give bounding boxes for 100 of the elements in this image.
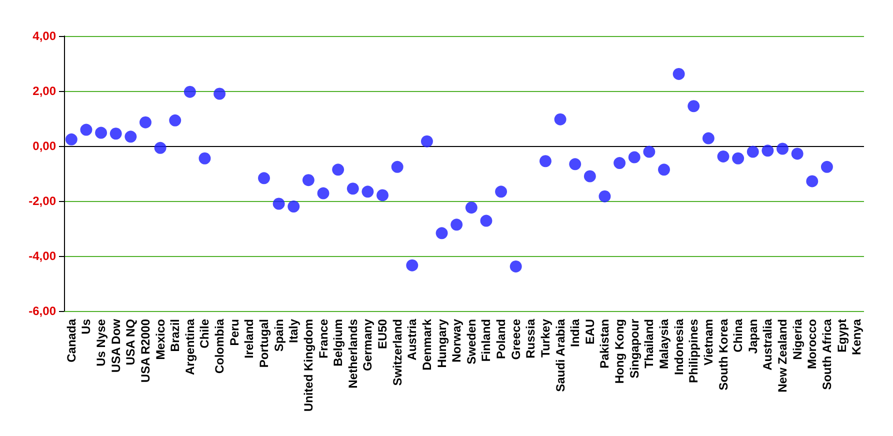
x-tick-label: Italy — [286, 318, 301, 344]
point — [332, 164, 344, 176]
x-tick-label: Malaysia — [657, 318, 671, 370]
x-tick-label: Saudi Arabia — [553, 318, 568, 392]
x-tick-label: EAU — [582, 319, 597, 344]
x-tick-label: Greece — [508, 318, 523, 360]
point — [376, 189, 389, 202]
point — [198, 152, 211, 164]
x-tick-label: USA Dow — [108, 318, 123, 373]
point — [643, 146, 656, 158]
y-tick-label: 2,00 — [32, 84, 56, 98]
point — [658, 164, 670, 176]
point — [614, 157, 626, 170]
x-tick-label: Switzerland — [390, 319, 404, 386]
x-tick-label: Sweden — [464, 319, 478, 364]
x-tick-label: Germany — [360, 318, 375, 372]
point — [569, 158, 582, 170]
point — [480, 214, 492, 227]
point — [717, 150, 730, 162]
point — [776, 142, 789, 155]
x-tick-label: Brazil — [168, 319, 182, 352]
x-tick-label: Morocco — [805, 319, 820, 370]
x-tick-label: Philippines — [686, 318, 701, 384]
point — [346, 182, 359, 195]
x-tick-label: Vietnam — [701, 319, 716, 366]
point — [184, 86, 196, 98]
point — [258, 172, 270, 184]
point — [80, 124, 92, 136]
x-tick-label: Spain — [272, 319, 286, 352]
x-tick-label: Turkey — [538, 318, 552, 358]
x-tick-label: Belgium — [331, 319, 346, 366]
x-tick-label: Peru — [227, 319, 242, 346]
point — [628, 151, 640, 164]
point — [806, 175, 818, 188]
x-tick-label: Kenya — [850, 318, 864, 356]
point — [450, 218, 463, 231]
point — [95, 126, 108, 139]
x-tick-label: Us — [79, 318, 94, 334]
point — [510, 260, 522, 272]
x-tick-label: France — [316, 318, 330, 358]
x-tick-label: Ireland — [242, 319, 256, 358]
point — [436, 227, 448, 240]
point — [465, 202, 478, 214]
point — [746, 146, 759, 158]
y-tick-label: -6,00 — [28, 304, 56, 318]
point — [110, 128, 122, 140]
x-tick-label: Austria — [405, 318, 420, 360]
x-tick-label: Canada — [64, 318, 78, 362]
point — [688, 100, 700, 112]
x-tick-label: China — [731, 318, 746, 352]
x-tick-label: Hungary — [434, 318, 449, 368]
point — [288, 200, 300, 212]
x-tick-label: Pakistan — [598, 319, 612, 368]
x-tick-label: USA NQ — [124, 319, 138, 366]
point — [154, 142, 166, 154]
point — [495, 186, 508, 198]
point — [169, 114, 182, 126]
x-tick-label: Netherlands — [346, 318, 360, 388]
x-tick-label: India — [568, 318, 582, 348]
point — [762, 144, 774, 157]
x-tick-label: Portugal — [257, 319, 271, 368]
y-tick-label: 4,00 — [32, 29, 56, 43]
point — [139, 116, 152, 128]
x-tick-label: Norway — [450, 318, 464, 362]
point — [732, 152, 744, 164]
point — [539, 155, 552, 168]
y-tick-label: -2,00 — [28, 194, 56, 208]
x-tick-label: Singapour — [627, 318, 642, 378]
x-tick-label: South Africa — [820, 318, 834, 390]
x-tick-label: South Korea — [716, 318, 730, 390]
point — [272, 198, 285, 210]
x-tick-label: Finland — [479, 319, 494, 362]
x-tick-label: Indonesia — [672, 318, 686, 376]
x-tick-label: USA R2000 — [138, 318, 152, 383]
point — [214, 88, 226, 100]
x-tick-label: EU50 — [376, 318, 390, 350]
x-tick-label: Australia — [760, 318, 775, 370]
point — [391, 160, 404, 173]
x-tick-label: Japan — [746, 319, 760, 354]
point — [702, 132, 714, 144]
point — [124, 130, 137, 143]
point — [317, 187, 330, 200]
point — [791, 148, 804, 160]
x-tick-label: Egypt — [834, 319, 849, 352]
x-tick-label: Poland — [494, 319, 508, 360]
x-tick-label: Chile — [198, 318, 212, 348]
x-tick-label: United Kingdom — [301, 319, 316, 412]
point — [406, 259, 418, 272]
point — [302, 174, 314, 186]
point — [362, 186, 374, 198]
point — [672, 68, 685, 80]
point — [65, 133, 78, 146]
point — [598, 190, 611, 202]
x-tick-label: Hong Kong — [612, 319, 627, 384]
x-tick-label: Denmark — [420, 318, 434, 370]
point — [820, 160, 833, 173]
x-tick-label: Colombia — [212, 318, 227, 374]
y-tick-label: 0,00 — [32, 139, 56, 153]
x-tick-label: Russia — [524, 318, 538, 358]
x-tick-label: Us Nyse — [94, 318, 108, 366]
